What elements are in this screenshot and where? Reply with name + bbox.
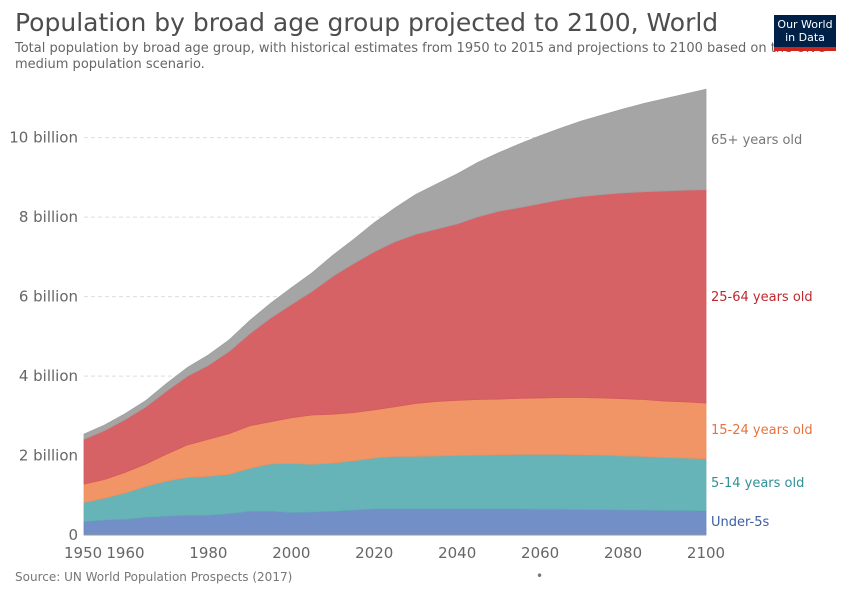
owid-logo[interactable]: Our World in Data	[774, 15, 836, 51]
x-tick-label: 2040	[438, 544, 476, 562]
x-tick-label: 1980	[189, 544, 227, 562]
x-tick-label: 2060	[521, 544, 559, 562]
series-areas	[83, 88, 707, 536]
logo-line-1: Our World	[777, 18, 833, 31]
chart-subtitle: Total population by broad age group, wit…	[15, 41, 826, 72]
x-tick-label: 1960	[106, 544, 144, 562]
y-tick-label: 10 billion	[9, 129, 78, 147]
series-label[interactable]: 5-14 years old	[711, 476, 804, 491]
y-tick-label: 8 billion	[19, 208, 78, 226]
y-tick-label: 0	[68, 526, 78, 544]
series-label[interactable]: 25-64 years old	[711, 290, 813, 305]
x-axis-ticks: 1950 1960 1980 2000 2020 2040 2060 2080 2100	[64, 544, 725, 562]
logo-line-2: in Data	[785, 31, 825, 44]
x-tick-label: 2100	[687, 544, 725, 562]
area-65-years-old[interactable]	[83, 88, 707, 440]
x-tick-label: 2000	[272, 544, 310, 562]
y-tick-label: 4 billion	[19, 367, 78, 385]
series-label[interactable]: Under-5s	[711, 515, 769, 530]
series-label[interactable]: 65+ years old	[711, 133, 802, 148]
y-axis-ticks: 0 2 billion 4 billion 6 billion 8 billion 10 …	[9, 129, 78, 544]
series-label[interactable]: 15-24 years old	[711, 423, 813, 438]
y-tick-label: 6 billion	[19, 288, 78, 306]
x-tick-label: 2080	[604, 544, 642, 562]
chart-title: Population by broad age group projected …	[15, 8, 719, 37]
footer-dot: •	[536, 569, 544, 583]
series-labels: Under-5s 5-14 years old 15-24 years old 25-…	[711, 133, 813, 530]
x-tick-label: 1950	[64, 544, 102, 562]
y-tick-label: 2 billion	[19, 447, 78, 465]
x-tick-label: 2020	[355, 544, 393, 562]
source-note[interactable]: Source: UN World Population Prospects (2…	[15, 570, 293, 584]
